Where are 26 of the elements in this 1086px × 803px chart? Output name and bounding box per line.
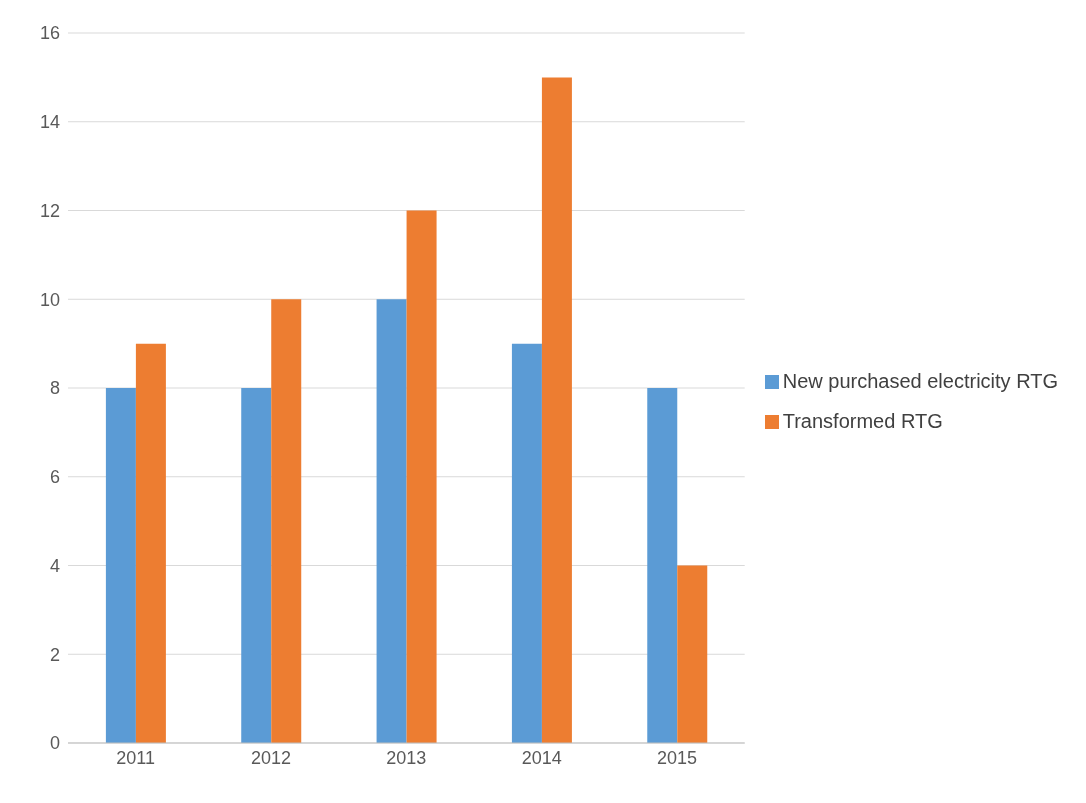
bar <box>105 388 136 743</box>
bar <box>241 388 272 743</box>
y-tick-label: 6 <box>49 467 60 488</box>
y-tick-label: 16 <box>39 23 60 44</box>
bar <box>541 77 572 743</box>
y-tick-label: 14 <box>39 112 60 133</box>
bar <box>677 565 708 743</box>
y-tick-label: 8 <box>49 378 60 399</box>
x-tick-label: 2011 <box>116 747 156 768</box>
legend-label: Transformed RTG <box>782 409 943 432</box>
x-tick-label: 2013 <box>386 747 427 768</box>
x-tick-label: 2015 <box>657 747 698 768</box>
bar <box>511 343 542 743</box>
y-tick-label: 12 <box>39 200 60 221</box>
y-tick-label: 10 <box>39 289 60 310</box>
bar <box>376 299 407 743</box>
bar <box>271 299 302 743</box>
y-tick-label: 0 <box>49 733 60 754</box>
bar <box>406 210 437 743</box>
bar <box>647 388 678 743</box>
y-tick-label: 2 <box>49 644 60 665</box>
x-tick-label: 2014 <box>521 747 562 768</box>
y-tick-label: 4 <box>49 555 60 576</box>
bar <box>135 343 166 743</box>
x-tick-label: 2012 <box>250 747 292 768</box>
legend-label: New purchased electricity RTG <box>782 369 1058 392</box>
